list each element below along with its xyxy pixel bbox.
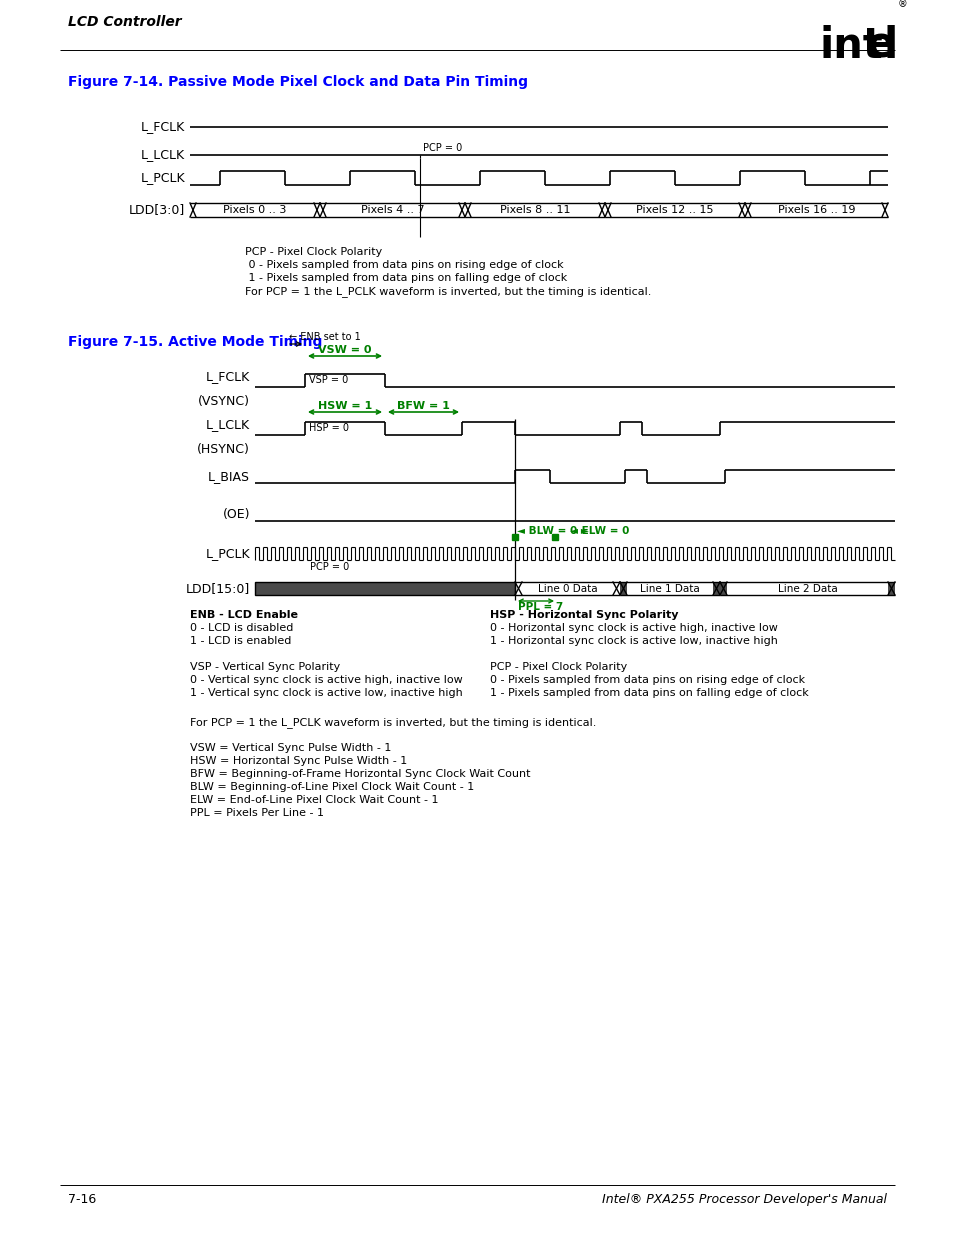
Text: 1 - LCD is enabled: 1 - LCD is enabled [190,636,291,646]
Text: BFW = Beginning-of-Frame Horizontal Sync Clock Wait Count: BFW = Beginning-of-Frame Horizontal Sync… [190,769,530,779]
Text: VSP - Vertical Sync Polarity: VSP - Vertical Sync Polarity [190,662,340,672]
Text: PCP - Pixel Clock Polarity: PCP - Pixel Clock Polarity [490,662,626,672]
Text: ENB - LCD Enable: ENB - LCD Enable [190,610,297,620]
Text: Pixels 8 .. 11: Pixels 8 .. 11 [499,205,570,215]
Text: ← ENB set to 1: ← ENB set to 1 [289,332,360,342]
Text: (OE): (OE) [222,508,250,521]
Text: 0 - Pixels sampled from data pins on rising edge of clock: 0 - Pixels sampled from data pins on ris… [490,676,804,685]
Text: Pixels 4 .. 7: Pixels 4 .. 7 [360,205,424,215]
Text: HSP - Horizontal Sync Polarity: HSP - Horizontal Sync Polarity [490,610,678,620]
Text: BFW = 1: BFW = 1 [396,401,450,411]
Text: PCP = 0: PCP = 0 [310,562,349,572]
Text: L_FCLK: L_FCLK [141,121,185,133]
Bar [720,582,726,595]
Text: PPL = 7: PPL = 7 [517,601,562,613]
Text: PCP - Pixel Clock Polarity: PCP - Pixel Clock Polarity [245,247,382,257]
Text: PPL = Pixels Per Line - 1: PPL = Pixels Per Line - 1 [190,808,324,818]
Text: 1 - Pixels sampled from data pins on falling edge of clock: 1 - Pixels sampled from data pins on fal… [490,688,808,698]
Text: L_FCLK: L_FCLK [206,370,250,383]
Text: 0 - Vertical sync clock is active high, inactive low: 0 - Vertical sync clock is active high, … [190,676,462,685]
Text: 1 - Vertical sync clock is active low, inactive high: 1 - Vertical sync clock is active low, i… [190,688,462,698]
Text: PCP = 0: PCP = 0 [422,143,462,153]
Text: Pixels 0 .. 3: Pixels 0 .. 3 [223,205,287,215]
Text: HSP = 0: HSP = 0 [309,424,349,433]
Text: For PCP = 1 the L_PCLK waveform is inverted, but the timing is identical.: For PCP = 1 the L_PCLK waveform is inver… [190,718,596,727]
Text: VSW = 0: VSW = 0 [318,345,372,354]
Text: Figure 7-15. Active Mode Timing: Figure 7-15. Active Mode Timing [68,335,322,350]
Text: ELW = End-of-Line Pixel Clock Wait Count - 1: ELW = End-of-Line Pixel Clock Wait Count… [190,795,438,805]
Bar [712,582,720,595]
Text: Pixels 12 .. 15: Pixels 12 .. 15 [636,205,713,215]
Text: L_BIAS: L_BIAS [208,471,250,483]
Text: L_LCLK: L_LCLK [206,417,250,431]
Text: LDD[3:0]: LDD[3:0] [129,204,185,216]
Text: LDD[15:0]: LDD[15:0] [186,582,250,595]
Text: 1 - Horizontal sync clock is active low, inactive high: 1 - Horizontal sync clock is active low,… [490,636,777,646]
Text: Figure 7-14. Passive Mode Pixel Clock and Data Pin Timing: Figure 7-14. Passive Mode Pixel Clock an… [68,75,527,89]
Bar [254,582,515,595]
Text: L_LCLK: L_LCLK [141,148,185,162]
Text: Line 0 Data: Line 0 Data [537,583,597,594]
Text: ◄ ELW = 0: ◄ ELW = 0 [569,526,629,536]
Bar [887,582,894,595]
Text: VSP = 0: VSP = 0 [309,375,348,385]
Text: int: int [820,25,882,67]
Text: (VSYNC): (VSYNC) [198,394,250,408]
Text: HSW = Horizontal Sync Pulse Width - 1: HSW = Horizontal Sync Pulse Width - 1 [190,756,407,766]
Text: Line 2 Data: Line 2 Data [777,583,837,594]
Text: (HSYNC): (HSYNC) [197,442,250,456]
Bar [619,582,626,595]
Text: 0 - LCD is disabled: 0 - LCD is disabled [190,622,294,634]
Text: 0 - Horizontal sync clock is active high, inactive low: 0 - Horizontal sync clock is active high… [490,622,777,634]
Text: LCD Controller: LCD Controller [68,15,181,28]
Text: ®: ® [897,0,907,9]
Text: e: e [865,25,893,67]
Text: l: l [883,25,898,67]
Text: HSW = 1: HSW = 1 [317,401,372,411]
Text: VSW = Vertical Sync Pulse Width - 1: VSW = Vertical Sync Pulse Width - 1 [190,743,391,753]
Text: ◄ BLW = 0 ►: ◄ BLW = 0 ► [517,526,588,536]
Text: 7-16: 7-16 [68,1193,96,1207]
Text: 0 - Pixels sampled from data pins on rising edge of clock: 0 - Pixels sampled from data pins on ris… [245,261,563,270]
Text: BLW = Beginning-of-Line Pixel Clock Wait Count - 1: BLW = Beginning-of-Line Pixel Clock Wait… [190,782,474,792]
Text: For PCP = 1 the L_PCLK waveform is inverted, but the timing is identical.: For PCP = 1 the L_PCLK waveform is inver… [245,287,651,296]
Text: 1 - Pixels sampled from data pins on falling edge of clock: 1 - Pixels sampled from data pins on fal… [245,273,567,283]
Text: Line 1 Data: Line 1 Data [639,583,700,594]
Text: Pixels 16 .. 19: Pixels 16 .. 19 [777,205,854,215]
Text: L_PCLK: L_PCLK [140,172,185,184]
Text: L_PCLK: L_PCLK [205,547,250,559]
Text: Intel® PXA255 Processor Developer's Manual: Intel® PXA255 Processor Developer's Manu… [601,1193,886,1207]
